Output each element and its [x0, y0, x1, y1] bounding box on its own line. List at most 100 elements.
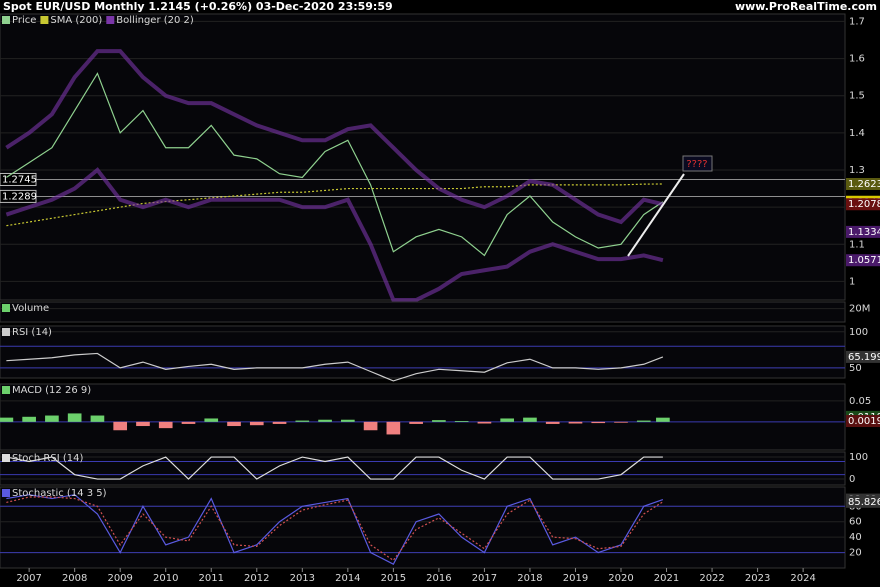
- x-tick-label: 2010: [153, 573, 178, 584]
- bar: [249, 421, 264, 426]
- legend-label: Price: [12, 15, 36, 26]
- legend-swatch: [2, 328, 10, 336]
- y-tick-label: 20: [849, 548, 862, 559]
- bar: [545, 421, 560, 424]
- bar: [409, 421, 423, 424]
- h-line-label: 1.2289: [2, 191, 37, 202]
- x-tick-label: 2016: [426, 573, 451, 584]
- x-tick-label: 2019: [563, 573, 588, 584]
- panel: [0, 301, 846, 323]
- x-tick-label: 2013: [290, 573, 315, 584]
- y-tick-label: 40: [849, 532, 862, 543]
- y-tick-label: 50: [849, 363, 862, 374]
- trend-line: [627, 173, 685, 257]
- bar: [295, 420, 310, 422]
- bar: [591, 421, 606, 424]
- legend-label: Bollinger (20 2): [116, 15, 194, 26]
- bar: [227, 421, 241, 427]
- legend-swatch: [40, 16, 49, 24]
- value-marker-box: [846, 415, 880, 428]
- legend-label: Volume: [12, 303, 49, 314]
- y-tick-label: 1.7: [849, 16, 865, 27]
- bar: [318, 419, 332, 422]
- x-tick-label: 2014: [335, 573, 360, 584]
- value-marker-box: [846, 495, 880, 508]
- value-marker: 1.1334: [848, 227, 880, 238]
- value-marker-box: [846, 254, 880, 267]
- bar: [500, 418, 515, 422]
- bar: [181, 421, 196, 424]
- bar: [523, 417, 537, 422]
- y-tick-label: 60: [849, 517, 862, 528]
- annotation-box: [682, 155, 713, 172]
- bar: [136, 421, 150, 427]
- x-tick-label: 2017: [472, 573, 497, 584]
- series-line: [6, 456, 663, 480]
- y-tick-label: 100: [849, 452, 868, 463]
- value-marker-box: [846, 225, 880, 238]
- y-tick-label: 1.5: [849, 91, 865, 102]
- x-tick-label: 2008: [62, 573, 87, 584]
- value-marker: 0.0019: [848, 416, 880, 427]
- bar: [636, 420, 651, 422]
- panel: [0, 383, 846, 451]
- h-line-box: [0, 189, 37, 203]
- series-line: [6, 183, 663, 227]
- x-tick-label: 2007: [16, 573, 41, 584]
- series-line: [6, 496, 664, 562]
- chart-title: Spot EUR/USD Monthly 1.2145 (+0.26%) 03-…: [3, 0, 393, 13]
- site: www.ProRealTime.com: [735, 0, 877, 13]
- bar: [454, 420, 469, 422]
- series-line: [6, 494, 664, 565]
- value-marker-box: [846, 198, 880, 211]
- x-tick-label: 2011: [199, 573, 224, 584]
- x-tick-label: 2015: [381, 573, 406, 584]
- legend-label: Stochastic (14 3 5): [12, 488, 107, 499]
- legend-swatch: [2, 16, 10, 24]
- y-tick-label: 1.4: [849, 128, 865, 139]
- x-tick-label: 2024: [790, 573, 815, 584]
- bar: [432, 420, 446, 422]
- band-line: [5, 49, 664, 225]
- series-line: [6, 352, 664, 382]
- bar: [22, 416, 36, 422]
- value-marker: 1.2078: [848, 199, 880, 210]
- y-tick-label: 20M: [849, 304, 870, 315]
- value-marker-box: [846, 178, 880, 191]
- bar: [158, 421, 173, 429]
- h-line-label: 1.2745: [2, 174, 37, 185]
- bar: [341, 419, 355, 422]
- value-marker-box: [846, 350, 880, 363]
- legend-swatch: [2, 454, 10, 462]
- bar: [363, 421, 378, 431]
- y-tick-label: 1.3: [849, 165, 865, 176]
- annotation: ????: [686, 159, 707, 170]
- bar: [477, 421, 492, 424]
- y-tick-label: 100: [849, 327, 868, 338]
- panel: [0, 486, 846, 569]
- bar: [656, 417, 670, 422]
- legend-label: RSI (14): [12, 327, 52, 338]
- value-marker: 65.199: [848, 352, 880, 363]
- panel: [0, 325, 846, 379]
- bar: [568, 421, 583, 424]
- x-tick-label: 2012: [244, 573, 269, 584]
- bar: [67, 413, 82, 422]
- x-tick-label: 2009: [107, 573, 132, 584]
- value-marker: 1.2623: [848, 179, 880, 190]
- bar: [45, 415, 59, 422]
- y-tick-label: 0: [849, 474, 855, 485]
- bar: [113, 421, 128, 431]
- value-marker: 85.826: [848, 497, 880, 508]
- series-line: [6, 72, 664, 257]
- y-tick-label: 0.05: [849, 396, 871, 407]
- x-tick-label: 2023: [745, 573, 770, 584]
- legend-swatch: [2, 489, 10, 497]
- legend-label: Stoch RSI (14): [12, 453, 83, 464]
- legend-swatch: [2, 304, 10, 312]
- h-line-box: [0, 172, 37, 186]
- bar: [90, 415, 105, 422]
- legend-swatch: [106, 16, 115, 24]
- bar: [204, 418, 219, 422]
